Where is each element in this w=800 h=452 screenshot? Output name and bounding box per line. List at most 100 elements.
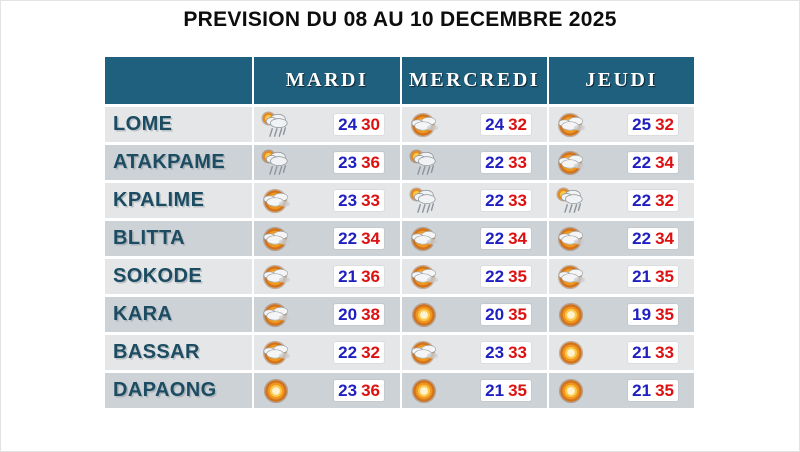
temperature-badge: 21 35 xyxy=(628,266,678,287)
temp-max: 36 xyxy=(361,267,380,286)
temp-max: 35 xyxy=(508,267,527,286)
table-row: ATAKPAME 23 36 22 33 22 34 xyxy=(105,145,694,180)
forecast-cell: 22 33 xyxy=(402,145,547,180)
temp-max: 33 xyxy=(508,343,527,362)
sun-cloud-icon xyxy=(408,262,440,291)
temp-max: 38 xyxy=(361,305,380,324)
temp-min: 21 xyxy=(632,381,652,400)
temperature-badge: 22 33 xyxy=(481,190,531,211)
forecast-cell: 23 33 xyxy=(402,335,547,370)
temperature-badge: 25 32 xyxy=(628,114,678,135)
temp-min: 21 xyxy=(632,267,652,286)
temperature-badge: 23 33 xyxy=(481,342,531,363)
forecast-cell: 21 35 xyxy=(402,373,547,408)
temp-min: 19 xyxy=(632,305,652,324)
sun-cloud-icon xyxy=(555,224,587,253)
city-label: LOME xyxy=(113,113,173,135)
sun-icon xyxy=(408,376,440,405)
temp-max: 33 xyxy=(655,343,674,362)
city-label: BLITTA xyxy=(113,227,186,249)
forecast-cell: 19 35 xyxy=(549,297,694,332)
temp-min: 22 xyxy=(485,191,505,210)
sun-icon xyxy=(555,376,587,405)
sun-icon xyxy=(555,300,587,329)
temperature-badge: 20 35 xyxy=(481,304,531,325)
temperature-badge: 22 34 xyxy=(334,228,384,249)
temperature-badge: 22 35 xyxy=(481,266,531,287)
forecast-cell: 22 34 xyxy=(402,221,547,256)
temperature-badge: 23 36 xyxy=(334,380,384,401)
forecast-cell: 21 35 xyxy=(549,259,694,294)
table-row: KPALIME 23 33 22 33 22 32 xyxy=(105,183,694,218)
temp-max: 32 xyxy=(508,115,527,134)
temperature-badge: 21 33 xyxy=(628,342,678,363)
table-row: BLITTA 22 34 22 34 22 34 xyxy=(105,221,694,256)
temp-min: 23 xyxy=(485,343,505,362)
temp-min: 24 xyxy=(485,115,505,134)
forecast-cell: 22 34 xyxy=(549,221,694,256)
temp-min: 21 xyxy=(338,267,358,286)
forecast-cell: 23 36 xyxy=(254,145,400,180)
temp-max: 35 xyxy=(508,381,527,400)
forecast-cell: 22 35 xyxy=(402,259,547,294)
temp-max: 35 xyxy=(655,381,674,400)
temp-min: 20 xyxy=(485,305,505,324)
temp-min: 23 xyxy=(338,191,358,210)
temp-min: 24 xyxy=(338,115,358,134)
temperature-badge: 19 35 xyxy=(628,304,678,325)
temp-max: 36 xyxy=(361,153,380,172)
sun-cloud-icon xyxy=(408,224,440,253)
temp-max: 32 xyxy=(655,115,674,134)
temp-min: 23 xyxy=(338,153,358,172)
sun-cloud-icon xyxy=(260,186,292,215)
temperature-badge: 22 34 xyxy=(628,152,678,173)
sun-cloud-icon xyxy=(260,338,292,367)
table-row: SOKODE 21 36 22 35 21 35 xyxy=(105,259,694,294)
forecast-cell: 21 33 xyxy=(549,335,694,370)
forecast-cell: 22 32 xyxy=(254,335,400,370)
temp-min: 22 xyxy=(485,267,505,286)
temp-max: 32 xyxy=(361,343,380,362)
temp-max: 32 xyxy=(655,191,674,210)
temp-min: 22 xyxy=(632,153,652,172)
table-header-row: MARDI MERCREDI JEUDI xyxy=(105,57,694,104)
header-thursday: JEUDI xyxy=(549,57,694,104)
city-label: DAPAONG xyxy=(113,379,217,401)
temp-max: 34 xyxy=(655,153,674,172)
page-title: PREVISION DU 08 AU 10 DECEMBRE 2025 xyxy=(183,8,617,31)
temp-min: 25 xyxy=(632,115,652,134)
header-city-cell xyxy=(105,57,252,104)
forecast-table: MARDI MERCREDI JEUDI LOME 24 30 24 32 25 32… xyxy=(105,57,694,411)
temp-max: 34 xyxy=(655,229,674,248)
temp-min: 22 xyxy=(632,191,652,210)
forecast-cell: 24 32 xyxy=(402,107,547,142)
rain-cloud-icon xyxy=(555,186,587,215)
temperature-badge: 22 34 xyxy=(628,228,678,249)
sun-cloud-icon xyxy=(260,224,292,253)
temp-max: 33 xyxy=(508,153,527,172)
forecast-cell: 22 32 xyxy=(549,183,694,218)
table-row: KARA 20 38 20 35 19 35 xyxy=(105,297,694,332)
temperature-badge: 21 35 xyxy=(481,380,531,401)
temperature-badge: 22 33 xyxy=(481,152,531,173)
forecast-cell: 23 33 xyxy=(254,183,400,218)
sun-icon xyxy=(408,300,440,329)
city-label: SOKODE xyxy=(113,265,203,287)
sun-cloud-icon xyxy=(260,262,292,291)
rain-cloud-icon xyxy=(408,148,440,177)
sun-cloud-icon xyxy=(260,300,292,329)
table-row: LOME 24 30 24 32 25 32 xyxy=(105,107,694,142)
city-label: KPALIME xyxy=(113,189,205,211)
temp-min: 21 xyxy=(632,343,652,362)
temp-max: 35 xyxy=(655,267,674,286)
temp-min: 22 xyxy=(338,343,358,362)
forecast-cell: 22 34 xyxy=(549,145,694,180)
temp-min: 20 xyxy=(338,305,358,324)
header-tuesday: MARDI xyxy=(254,57,400,104)
temperature-badge: 21 36 xyxy=(334,266,384,287)
temperature-badge: 22 32 xyxy=(628,190,678,211)
temperature-badge: 24 30 xyxy=(334,114,384,135)
temp-min: 22 xyxy=(485,229,505,248)
forecast-cell: 24 30 xyxy=(254,107,400,142)
sun-cloud-icon xyxy=(408,338,440,367)
